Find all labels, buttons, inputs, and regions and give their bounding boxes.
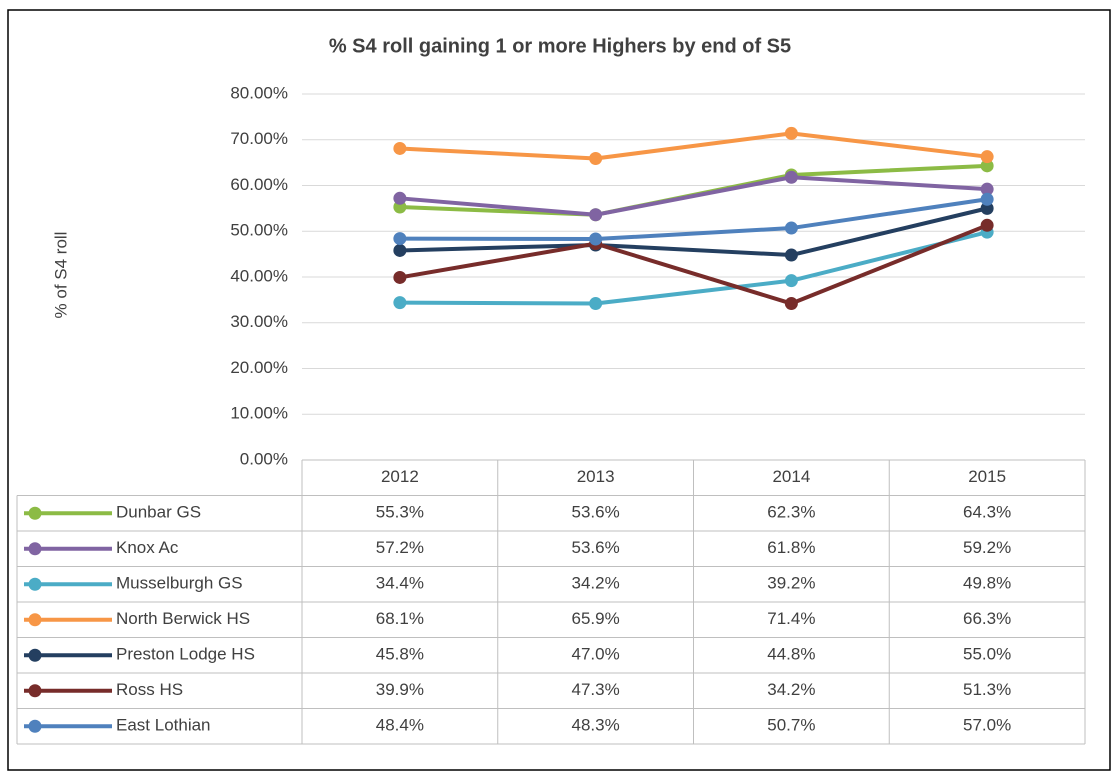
y-axis-label: % of S4 roll: [51, 232, 70, 319]
x-tick-label: 2014: [772, 467, 810, 486]
table-value: 61.8%: [767, 538, 815, 557]
y-tick-label: 20.00%: [230, 358, 288, 377]
series-line: [399, 223, 988, 306]
legend-marker: [28, 684, 42, 698]
table-value: 34.2%: [767, 680, 815, 699]
data-point: [980, 218, 994, 232]
table-value: 64.3%: [963, 503, 1011, 522]
chart-title: % S4 roll gaining 1 or more Highers by e…: [329, 35, 791, 57]
table-value: 48.3%: [572, 716, 620, 735]
legend-label: North Berwick HS: [116, 609, 250, 628]
table-value: 34.4%: [376, 574, 424, 593]
data-point: [980, 159, 994, 173]
legend-marker: [28, 542, 42, 556]
series-line: [399, 131, 988, 161]
series-line: [399, 230, 988, 306]
table-value: 57.2%: [376, 538, 424, 557]
legend-label: Ross HS: [116, 680, 183, 699]
y-tick-label: 10.00%: [230, 404, 288, 423]
legend-label: East Lothian: [116, 716, 211, 735]
y-tick-label: 70.00%: [230, 129, 288, 148]
data-point: [393, 232, 407, 246]
x-tick-label: 2013: [577, 467, 615, 486]
table-value: 44.8%: [767, 645, 815, 664]
table-value: 51.3%: [963, 680, 1011, 699]
series-line: [399, 197, 988, 242]
y-tick-label: 50.00%: [230, 221, 288, 240]
table-value: 55.3%: [376, 503, 424, 522]
data-point: [393, 296, 407, 310]
y-tick-label: 60.00%: [230, 175, 288, 194]
data-point: [784, 126, 798, 140]
data-point: [589, 232, 603, 246]
table-value: 59.2%: [963, 538, 1011, 557]
table-value: 49.8%: [963, 574, 1011, 593]
table-value: 66.3%: [963, 609, 1011, 628]
table-value: 39.9%: [376, 680, 424, 699]
legend-label: Knox Ac: [116, 538, 179, 557]
legend-label: Dunbar GS: [116, 503, 201, 522]
data-point: [980, 150, 994, 164]
table-value: 50.7%: [767, 716, 815, 735]
series-line: [399, 175, 988, 217]
series-line: [399, 206, 988, 258]
legend-marker: [28, 506, 42, 520]
data-point: [980, 192, 994, 206]
data-point: [784, 248, 798, 262]
data-point: [784, 221, 798, 235]
y-tick-label: 0.00%: [240, 449, 288, 468]
table-value: 47.0%: [572, 645, 620, 664]
data-point: [589, 208, 603, 222]
table-value: 71.4%: [767, 609, 815, 628]
data-point: [393, 191, 407, 205]
table-value: 34.2%: [572, 574, 620, 593]
legend-label: Musselburgh GS: [116, 574, 243, 593]
y-tick-label: 30.00%: [230, 312, 288, 331]
table-value: 53.6%: [572, 538, 620, 557]
table-value: 68.1%: [376, 609, 424, 628]
legend-marker: [28, 613, 42, 627]
x-tick-label: 2012: [381, 467, 419, 486]
data-point: [784, 274, 798, 288]
data-point: [980, 182, 994, 196]
x-tick-label: 2015: [968, 467, 1006, 486]
y-tick-label: 80.00%: [230, 83, 288, 102]
table-value: 62.3%: [767, 503, 815, 522]
table-value: 39.2%: [767, 574, 815, 593]
table-value: 47.3%: [572, 680, 620, 699]
table-value: 55.0%: [963, 645, 1011, 664]
data-point: [393, 141, 407, 155]
data-point: [784, 297, 798, 311]
table-value: 45.8%: [376, 645, 424, 664]
y-tick-label: 40.00%: [230, 266, 288, 285]
legend-label: Preston Lodge HS: [116, 645, 255, 664]
legend-marker: [28, 577, 42, 591]
table-value: 57.0%: [963, 716, 1011, 735]
data-point: [393, 243, 407, 257]
chart-frame: [7, 9, 1111, 771]
data-point: [980, 201, 994, 215]
data-point: [589, 152, 603, 166]
data-point: [589, 297, 603, 311]
table-value: 65.9%: [572, 609, 620, 628]
legend-marker: [28, 648, 42, 662]
data-point: [784, 170, 798, 184]
table-value: 48.4%: [376, 716, 424, 735]
table-value: 53.6%: [572, 503, 620, 522]
legend-marker: [28, 719, 42, 733]
data-point: [393, 270, 407, 284]
